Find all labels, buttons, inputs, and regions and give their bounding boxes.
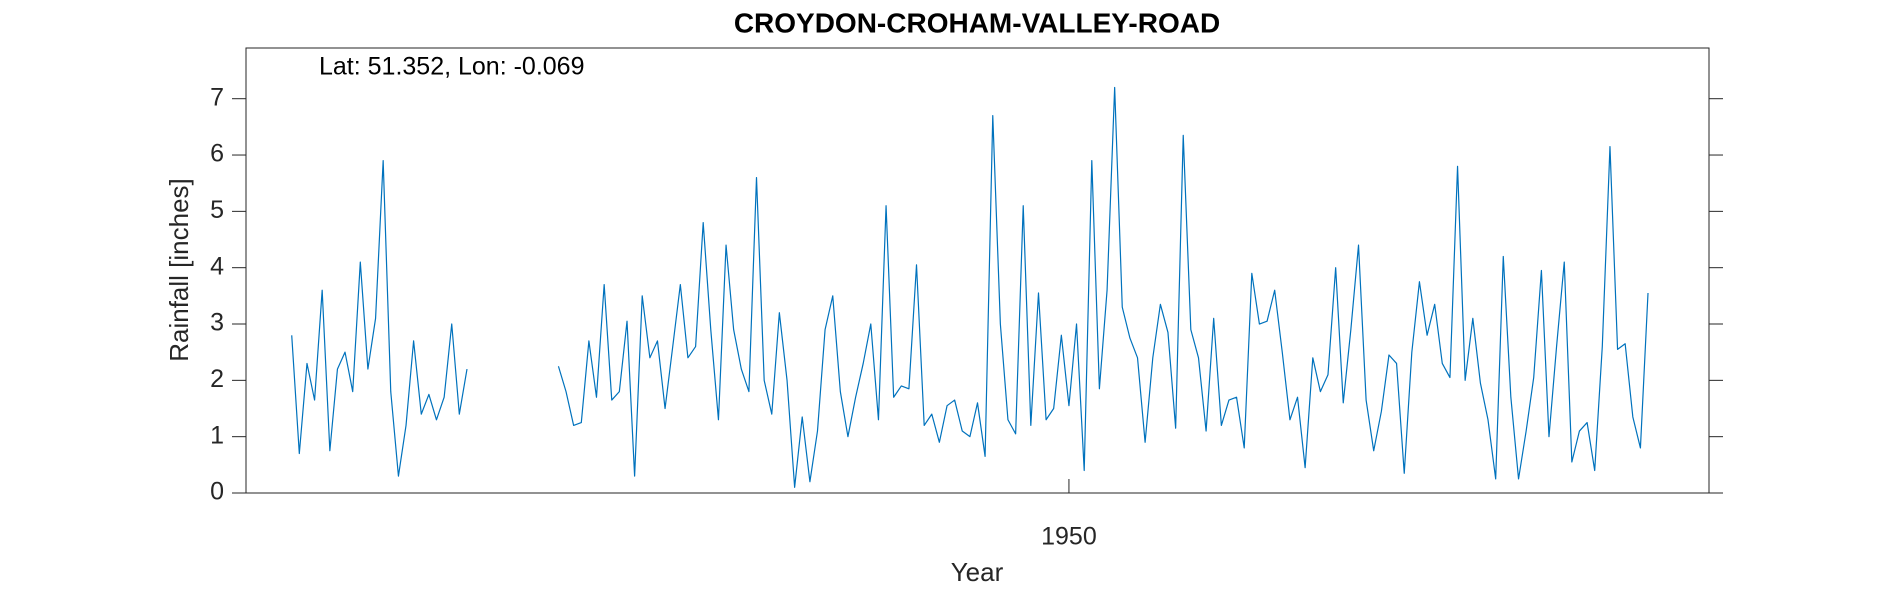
y-tick-label: 3 [210,309,224,337]
y-tick-label: 2 [210,365,224,393]
y-tick-label: 7 [210,83,224,111]
plot-frame [245,47,1710,494]
rainfall-line [291,86,1649,488]
y-tick-label: 5 [210,196,224,224]
y-tick-label: 6 [210,140,224,168]
y-tick-label: 4 [210,252,224,280]
annotation: Lat: 51.352, Lon: -0.069 [319,53,585,81]
y-tick-label: 1 [210,421,224,449]
chart-title: CROYDON-CROHAM-VALLEY-ROAD [734,7,1220,38]
x-axis-label: Year [951,557,1004,587]
y-tick-label: 0 [210,478,224,506]
x-tick-label: 1950 [1041,523,1097,551]
y-axis-label: Rainfall [inches] [164,178,194,362]
